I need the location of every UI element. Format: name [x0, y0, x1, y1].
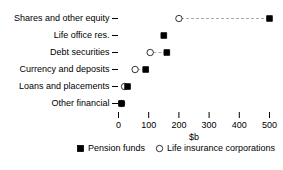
svg-text:Debt securities: Debt securities: [50, 47, 110, 57]
svg-text:200: 200: [171, 120, 186, 130]
svg-text:Shares and other equity: Shares and other equity: [14, 13, 110, 23]
svg-text:400: 400: [232, 120, 247, 130]
svg-text:300: 300: [202, 120, 217, 130]
html-text:Pension funds: Pension funds: [87, 143, 145, 153]
svg-text:Other financial: Other financial: [51, 98, 109, 108]
svg-text:100: 100: [141, 120, 156, 130]
svg-text:0: 0: [116, 120, 121, 130]
svg-text:500: 500: [262, 120, 277, 130]
html-text:Life insurance corporations: Life insurance corporations: [166, 143, 275, 153]
svg-text:Loans and placements: Loans and placements: [19, 81, 110, 91]
svg-text:$b: $b: [189, 132, 199, 142]
svg-text:Life office res.: Life office res.: [54, 30, 110, 40]
svg-text:Currency and deposits: Currency and deposits: [19, 64, 110, 74]
